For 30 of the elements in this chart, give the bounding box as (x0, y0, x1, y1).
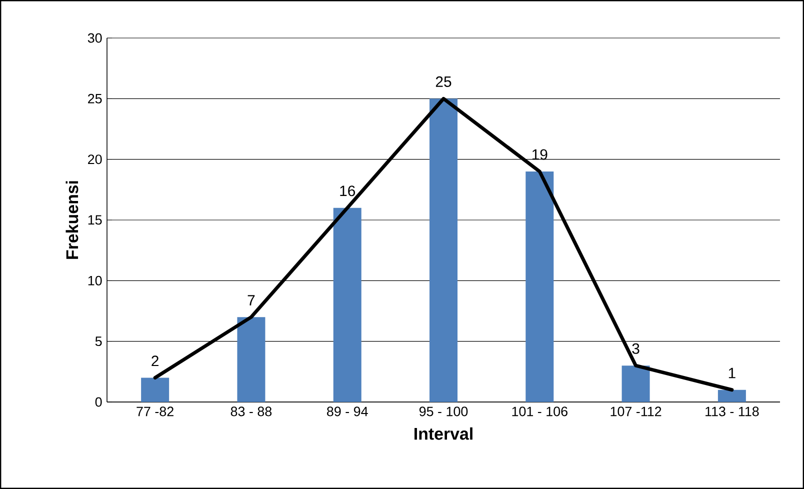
x-tick-label: 95 - 100 (419, 406, 468, 416)
x-tick-label: 89 - 94 (327, 406, 368, 416)
data-label: 3 (632, 343, 640, 354)
bar (333, 208, 362, 402)
x-tick-label: 101 - 106 (512, 406, 568, 416)
y-tick-label: 30 (88, 33, 102, 43)
data-label: 16 (340, 186, 356, 196)
y-tick-label: 25 (88, 94, 102, 104)
y-tick-label: 15 (88, 215, 102, 225)
x-tick-label: 113 - 118 (706, 406, 759, 416)
data-label: 25 (436, 76, 452, 87)
bar (237, 317, 266, 402)
x-tick-label: 77 -82 (136, 406, 174, 416)
y-tick-label: 20 (88, 154, 102, 164)
bar (141, 378, 170, 402)
y-axis-title: Frekuensi (66, 181, 78, 259)
line-series (153, 96, 734, 392)
data-label: 1 (728, 368, 736, 378)
x-tick-label: 107 -112 (610, 406, 662, 416)
y-tick-label: 5 (95, 336, 102, 346)
bar (430, 98, 458, 402)
bar (526, 171, 554, 402)
bar (622, 366, 650, 402)
bar (718, 390, 746, 402)
y-tick-label: 0 (95, 397, 102, 407)
data-label: 7 (248, 295, 255, 306)
x-axis-title: Interval (414, 427, 472, 440)
data-label: 2 (152, 356, 158, 366)
x-tick-label: 83 - 88 (230, 406, 272, 416)
y-tick-label: 10 (88, 276, 102, 286)
